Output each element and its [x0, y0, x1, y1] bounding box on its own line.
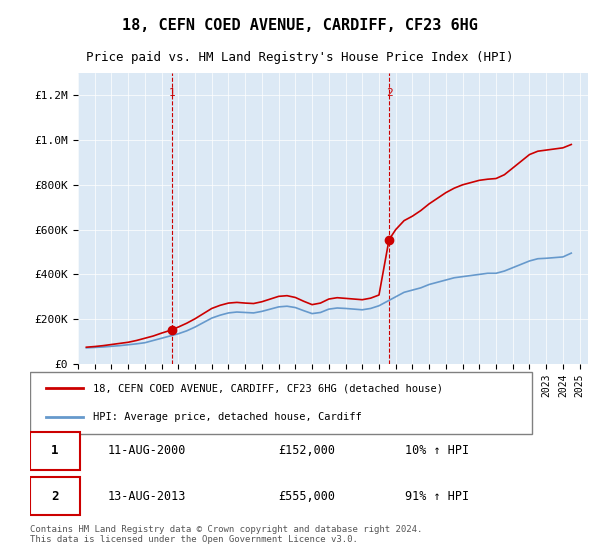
Text: 2: 2: [386, 88, 392, 99]
Text: £152,000: £152,000: [278, 444, 335, 458]
Text: 18, CEFN COED AVENUE, CARDIFF, CF23 6HG (detached house): 18, CEFN COED AVENUE, CARDIFF, CF23 6HG …: [94, 384, 443, 394]
Text: Price paid vs. HM Land Registry's House Price Index (HPI): Price paid vs. HM Land Registry's House …: [86, 51, 514, 64]
Text: 1: 1: [168, 88, 175, 99]
Text: Contains HM Land Registry data © Crown copyright and database right 2024.
This d: Contains HM Land Registry data © Crown c…: [30, 525, 422, 544]
FancyBboxPatch shape: [30, 432, 80, 470]
FancyBboxPatch shape: [30, 477, 80, 515]
Text: HPI: Average price, detached house, Cardiff: HPI: Average price, detached house, Card…: [94, 412, 362, 422]
Text: 13-AUG-2013: 13-AUG-2013: [107, 489, 185, 503]
Text: 2: 2: [51, 489, 59, 503]
FancyBboxPatch shape: [30, 372, 532, 434]
Text: 1: 1: [51, 444, 59, 458]
Text: 18, CEFN COED AVENUE, CARDIFF, CF23 6HG: 18, CEFN COED AVENUE, CARDIFF, CF23 6HG: [122, 18, 478, 33]
Text: £555,000: £555,000: [278, 489, 335, 503]
Text: 10% ↑ HPI: 10% ↑ HPI: [406, 444, 469, 458]
Text: 11-AUG-2000: 11-AUG-2000: [107, 444, 185, 458]
Text: 91% ↑ HPI: 91% ↑ HPI: [406, 489, 469, 503]
